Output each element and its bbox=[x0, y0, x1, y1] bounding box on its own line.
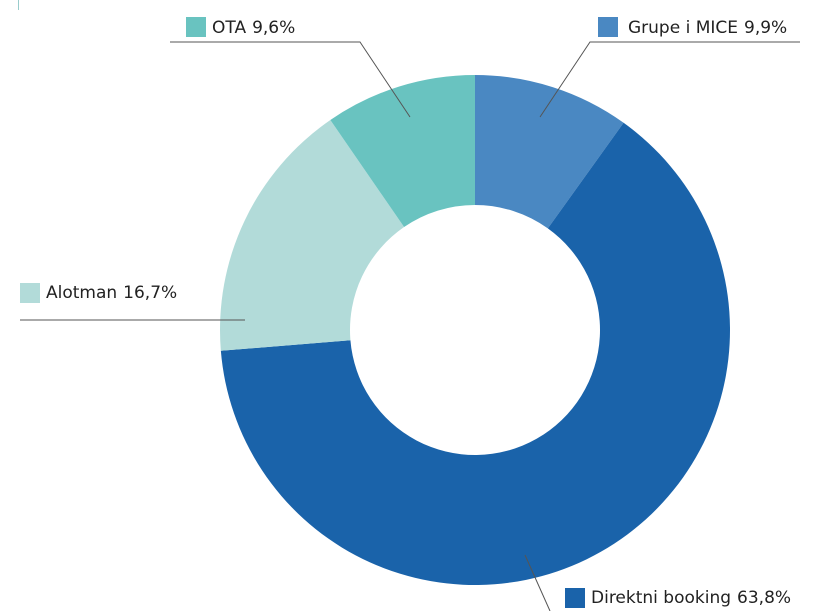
legend-swatch bbox=[598, 17, 618, 37]
donut-slice bbox=[475, 75, 624, 229]
leader-line bbox=[524, 554, 551, 611]
slice-value: 63,8% bbox=[737, 588, 791, 608]
donut-slice bbox=[330, 75, 475, 228]
legend-swatch bbox=[186, 17, 206, 37]
slice-value: 9,6% bbox=[252, 18, 295, 38]
slice-label: OTA 9,6% bbox=[212, 18, 295, 38]
donut-slice bbox=[220, 122, 730, 585]
slice-value: 16,7% bbox=[123, 283, 177, 303]
slice-name: OTA bbox=[212, 18, 246, 38]
slice-label: Alotman 16,7% bbox=[46, 283, 177, 303]
slice-value: 9,9% bbox=[744, 18, 787, 38]
slice-name: Grupe i MICE bbox=[628, 18, 738, 38]
slice-name: Alotman bbox=[46, 283, 117, 303]
slice-label: Direktni booking 63,8% bbox=[591, 588, 791, 608]
donut-slice bbox=[220, 119, 405, 351]
slice-label: Grupe i MICE 9,9% bbox=[628, 18, 787, 38]
slice-name: Direktni booking bbox=[591, 588, 731, 608]
legend-swatch bbox=[565, 588, 585, 608]
leader-line bbox=[170, 41, 411, 118]
leader-line bbox=[539, 41, 800, 118]
legend-swatch bbox=[20, 283, 40, 303]
